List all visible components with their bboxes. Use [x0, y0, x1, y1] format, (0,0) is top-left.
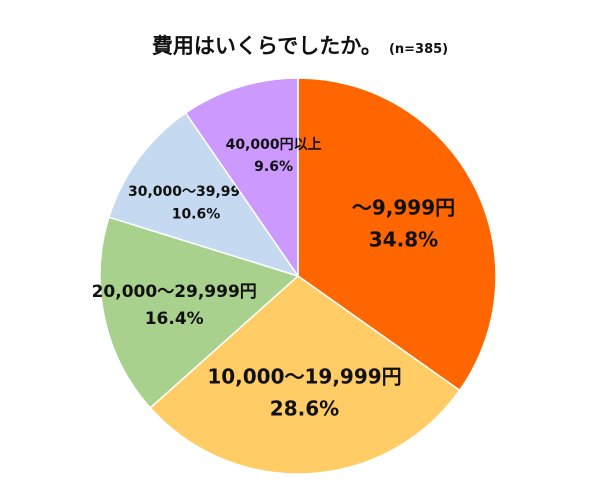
- pie-slice: [108, 111, 300, 278]
- slice-label: 30,000～39,999円: [128, 184, 264, 200]
- slice-percent-label: 16.4%: [145, 309, 204, 329]
- chart-title: 費用はいくらでしたか。: [151, 34, 382, 58]
- pie-slice: [297, 77, 497, 392]
- pie-slice: [99, 216, 300, 409]
- sample-size-note: (n=385): [388, 42, 449, 57]
- chart-title-block: 費用はいくらでしたか。 (n=385): [0, 30, 600, 60]
- pie-slice: [184, 77, 299, 279]
- slice-label: 20,000～29,999円: [92, 282, 257, 302]
- slice-percent-label: 10.6%: [172, 206, 221, 222]
- slice-label: 10,000～19,999円: [207, 365, 401, 389]
- pie-slice: [149, 275, 461, 475]
- slice-percent-label: 28.6%: [270, 397, 339, 421]
- slice-percent-label: 34.8%: [369, 227, 438, 251]
- slice-label: ～9,999円: [352, 195, 455, 219]
- slice-label: 40,000円以上: [226, 137, 322, 153]
- slice-percent-label: 9.6%: [254, 159, 293, 175]
